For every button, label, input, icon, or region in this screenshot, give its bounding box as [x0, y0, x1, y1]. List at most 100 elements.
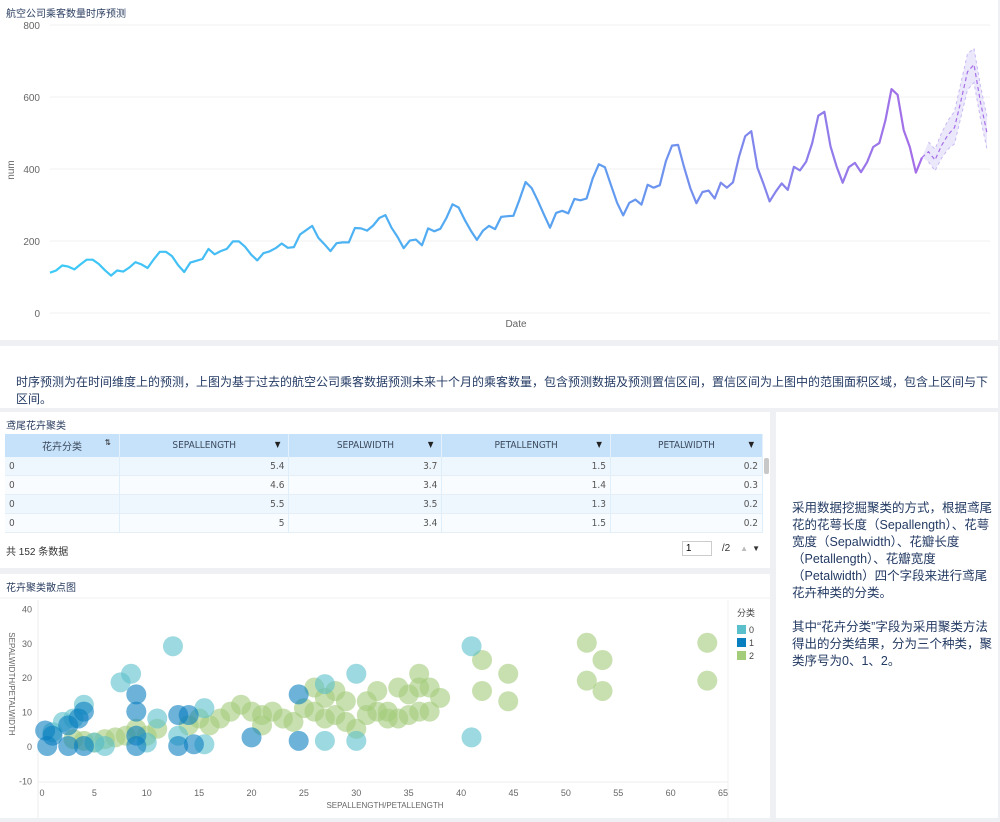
column-header-petallength[interactable]: PETALLENGTH ▼ — [441, 434, 611, 457]
scatter-point-class-1 — [241, 727, 262, 748]
y-tick-label: 600 — [23, 93, 40, 104]
table-cell: 5.4 — [119, 457, 290, 476]
scatter-point-class-2 — [592, 650, 613, 670]
page-next-icon[interactable]: ▼ — [752, 544, 760, 553]
scatter-point-class-0 — [346, 730, 367, 751]
scatter-point-class-2 — [472, 650, 493, 670]
table-cell: 0 — [5, 457, 120, 476]
column-header-petalwidth[interactable]: PETALWIDTH ▼ — [610, 434, 764, 457]
dropdown-arrow-icon[interactable]: ▼ — [748, 440, 754, 449]
scatter-point-class-1 — [288, 684, 309, 705]
scatter-point-class-1 — [126, 701, 147, 722]
dropdown-arrow-icon[interactable]: ▼ — [596, 440, 602, 449]
actual-series-line — [49, 88, 924, 277]
scatter-point-class-1 — [68, 708, 89, 729]
x-tick-label: 45 — [508, 788, 518, 798]
y-axis-label: num — [6, 160, 17, 179]
legend-title: 分类 — [737, 607, 755, 618]
y-tick-label: 40 — [22, 604, 32, 614]
y-tick-label: 10 — [22, 708, 32, 718]
page-total: /2 — [721, 543, 731, 554]
y-tick-label: 400 — [23, 165, 40, 176]
x-tick-label: 35 — [404, 788, 414, 798]
scatter-point-class-0 — [314, 674, 335, 695]
scatter-point-class-1 — [35, 720, 56, 741]
line-chart-title: 航空公司乘客数量时序预测 — [6, 9, 126, 20]
table-cell: 0.2 — [610, 494, 764, 514]
scatter-point-class-2 — [498, 691, 519, 712]
table-cell: 0.2 — [610, 513, 764, 533]
table-cell: 3.4 — [288, 475, 443, 495]
x-tick-label: 5 — [92, 788, 97, 798]
table-cell: 0.3 — [610, 475, 764, 495]
page-input[interactable] — [681, 541, 712, 556]
table-cell: 1.4 — [441, 475, 611, 495]
scatter-point-class-0 — [346, 663, 367, 684]
table-cell: 3.5 — [288, 494, 443, 514]
table-title: 鸢尾花卉聚类 — [6, 421, 66, 432]
column-header-class[interactable]: 花卉分类 ⇅ — [5, 434, 120, 457]
dropdown-arrow-icon[interactable]: ▼ — [274, 440, 281, 449]
scatter-point-class-1 — [126, 725, 147, 746]
forecast-lower-line — [928, 81, 988, 172]
scatter-point-class-0 — [194, 698, 215, 719]
column-header-sepalwidth[interactable]: SEPALWIDTH ▼ — [288, 434, 443, 457]
y-tick-label: 20 — [22, 673, 32, 683]
table-cell: 0 — [5, 513, 120, 533]
scatter-point-class-2 — [409, 663, 430, 684]
column-header-sepallength[interactable]: SEPALLENGTH ▼ — [119, 434, 290, 457]
legend-swatch-0 — [737, 625, 746, 634]
scatter-point-class-2 — [335, 711, 356, 732]
x-tick-label: 0 — [39, 788, 44, 798]
table-cell: 5 — [119, 513, 290, 533]
x-tick-label: 55 — [613, 788, 623, 798]
x-tick-label: 20 — [247, 788, 257, 798]
forecast-upper-line — [928, 47, 988, 151]
scatter-point-class-1 — [168, 736, 189, 756]
x-axis-label: SEPALLENGTH/PETALLENGTH — [326, 801, 443, 810]
y-axis-label: SEPALWIDTH/PETALWIDTH — [7, 632, 16, 736]
y-tick-label: 0 — [27, 742, 32, 752]
description-top: 时序预测为在时间维度上的预测，上图为基于过去的航空公司乘客数据预测未来十个月的乘… — [16, 375, 989, 406]
scatter-point-class-2 — [367, 701, 388, 722]
x-tick-label: 10 — [142, 788, 152, 798]
scatter-point-class-1 — [58, 736, 79, 756]
sort-icon[interactable]: ⇅ — [104, 438, 111, 447]
table-cell: 1.3 — [441, 494, 611, 514]
forecast-series-line — [921, 63, 988, 162]
legend-label: 1 — [749, 638, 754, 648]
scatter-point-class-2 — [592, 680, 613, 701]
column-label: SEPALWIDTH — [336, 440, 394, 451]
scatter-point-class-1 — [37, 736, 58, 756]
scatter-point-class-2 — [498, 663, 519, 684]
scatter-point-class-0 — [461, 636, 482, 657]
y-tick-label: 30 — [22, 639, 32, 649]
scatter-point-class-2 — [367, 680, 388, 701]
table-cell: 4.6 — [119, 475, 290, 495]
table-row[interactable]: 0 4.6 3.4 1.4 0.3 — [5, 475, 764, 495]
table-row[interactable]: 0 5 3.4 1.5 0.2 — [5, 513, 764, 533]
line-chart: 0 200 400 600 800 num Date — [6, 21, 990, 330]
column-label: PETALWIDTH — [658, 440, 715, 451]
description-top-panel: 时序预测为在时间维度上的预测，上图为基于过去的航空公司乘客数据预测未来十个月的乘… — [0, 346, 998, 408]
description-right-panel: 采用数据挖掘聚类的方式，根据鸢尾花的花萼长度（Sepallength）、花萼宽度… — [776, 412, 998, 818]
scatter-point-class-2 — [388, 708, 409, 729]
table-scrollbar[interactable] — [764, 458, 769, 474]
table-cell: 5.5 — [119, 494, 290, 514]
scatter-point-class-0 — [314, 730, 335, 751]
scatter-point-class-2 — [283, 711, 304, 732]
x-tick-label: 30 — [351, 788, 361, 798]
scatter-point-class-1 — [73, 736, 94, 756]
table-cell: 0 — [5, 494, 120, 514]
scatter-point-class-0 — [162, 636, 183, 657]
scatter-point-class-2 — [409, 701, 430, 722]
y-tick-label: 0 — [34, 309, 40, 320]
dropdown-arrow-icon[interactable]: ▼ — [427, 440, 434, 449]
table-cell: 0 — [5, 475, 120, 495]
scatter-point-class-2 — [576, 632, 597, 653]
scatter-panel: 花卉聚类散点图 -10 0 10 20 30 40 0 5 10 15 20 25 30 35 40 45 50… — [0, 574, 770, 818]
page-prev-icon[interactable]: ▲ — [740, 544, 749, 553]
x-axis-label: Date — [505, 319, 527, 330]
table-row[interactable]: 0 5.5 3.5 1.3 0.2 — [5, 494, 764, 514]
table-row[interactable]: 0 5.4 3.7 1.5 0.2 — [5, 457, 764, 476]
